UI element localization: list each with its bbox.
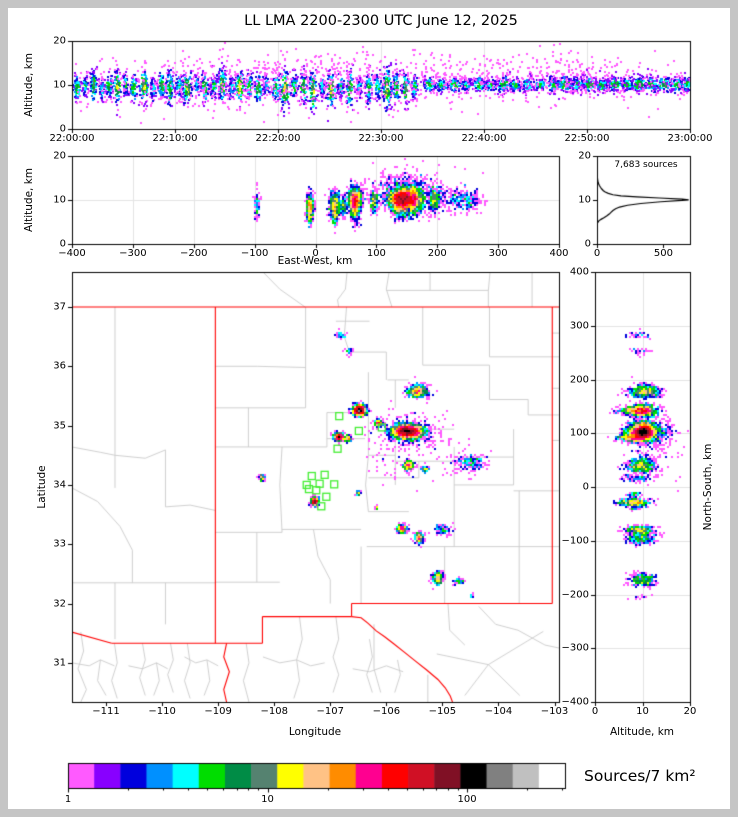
tick-label: 200 (569, 374, 589, 385)
ew-height-ylabel: Altitude, km (23, 167, 35, 233)
tick-label: 31 (53, 657, 66, 669)
tick-label: 100 (457, 794, 477, 805)
tick-label: 22:00:00 (49, 133, 95, 144)
tick-label: 100 (569, 427, 589, 439)
tick-label: 500 (653, 248, 673, 259)
tick-label: −104 (484, 706, 513, 717)
figure-title: LL LMA 2200-2300 UTC June 12, 2025 (244, 13, 518, 29)
map-ylabel: Latitude (36, 465, 48, 509)
tick-label: 0 (593, 248, 601, 259)
tick-label: −110 (148, 706, 176, 717)
time-height-ylabel: Altitude, km (23, 52, 35, 118)
tick-label: −200 (561, 589, 589, 600)
tick-label: 0 (59, 123, 66, 135)
tick-label: 22:40:00 (461, 133, 507, 144)
ew-height-xlabel: East-West, km (277, 255, 353, 267)
tick-label: 10 (53, 194, 66, 206)
tick-label: −106 (372, 706, 401, 717)
tick-label: 0 (59, 238, 66, 250)
tick-label: 22:20:00 (255, 133, 301, 144)
tick-label: −200 (180, 248, 208, 259)
tick-label: 0 (584, 238, 591, 250)
tick-label: −100 (240, 248, 269, 259)
tick-label: 20 (683, 706, 697, 717)
tick-label: 22:50:00 (564, 133, 610, 144)
tick-label: 10 (636, 706, 649, 717)
tick-label: 0 (312, 248, 319, 259)
tick-label: −105 (428, 706, 457, 717)
ns-height-ylabel: North-South, km (702, 443, 714, 531)
tick-label: 10 (53, 79, 66, 91)
tick-label: 22:30:00 (358, 133, 404, 144)
colorbar-label: Sources/7 km² (584, 767, 696, 785)
tick-label: 22:10:00 (152, 133, 198, 144)
tick-label: 10 (578, 194, 591, 206)
tick-label: −400 (561, 696, 589, 708)
sources-count-annotation: 7,683 sources (614, 160, 678, 170)
tick-label: 20 (53, 35, 66, 47)
tick-label: −400 (58, 248, 86, 259)
tick-label: 35 (53, 420, 66, 432)
tick-label: 20 (53, 150, 66, 162)
tick-label: 34 (53, 479, 66, 491)
tick-label: 400 (549, 248, 569, 259)
tick-label: −109 (204, 706, 232, 717)
tick-label: 32 (53, 598, 66, 610)
tick-label: −100 (561, 535, 589, 547)
tick-label: 33 (53, 538, 66, 550)
tick-label: 20 (578, 150, 591, 162)
tick-label: 200 (427, 248, 447, 259)
ns-height-xlabel: Altitude, km (609, 726, 675, 738)
tick-label: −111 (92, 706, 120, 717)
tick-label: 100 (366, 248, 386, 259)
tick-label: 400 (569, 266, 589, 278)
map-xlabel: Longitude (288, 726, 342, 738)
tick-label: 1 (64, 794, 72, 805)
tick-label: −103 (540, 706, 569, 717)
tick-label: 10 (261, 794, 274, 805)
tick-label: −108 (260, 706, 288, 717)
tick-label: −300 (561, 642, 589, 654)
tick-label: 36 (53, 360, 66, 372)
tick-label: 300 (488, 248, 508, 259)
tick-label: −300 (119, 248, 147, 259)
tick-label: 0 (591, 706, 599, 717)
tick-label: 0 (582, 481, 589, 493)
tick-label: −107 (316, 706, 344, 717)
tick-label: 300 (569, 320, 589, 332)
tick-label: 23:00:00 (667, 133, 713, 144)
tick-label: 37 (53, 301, 66, 313)
